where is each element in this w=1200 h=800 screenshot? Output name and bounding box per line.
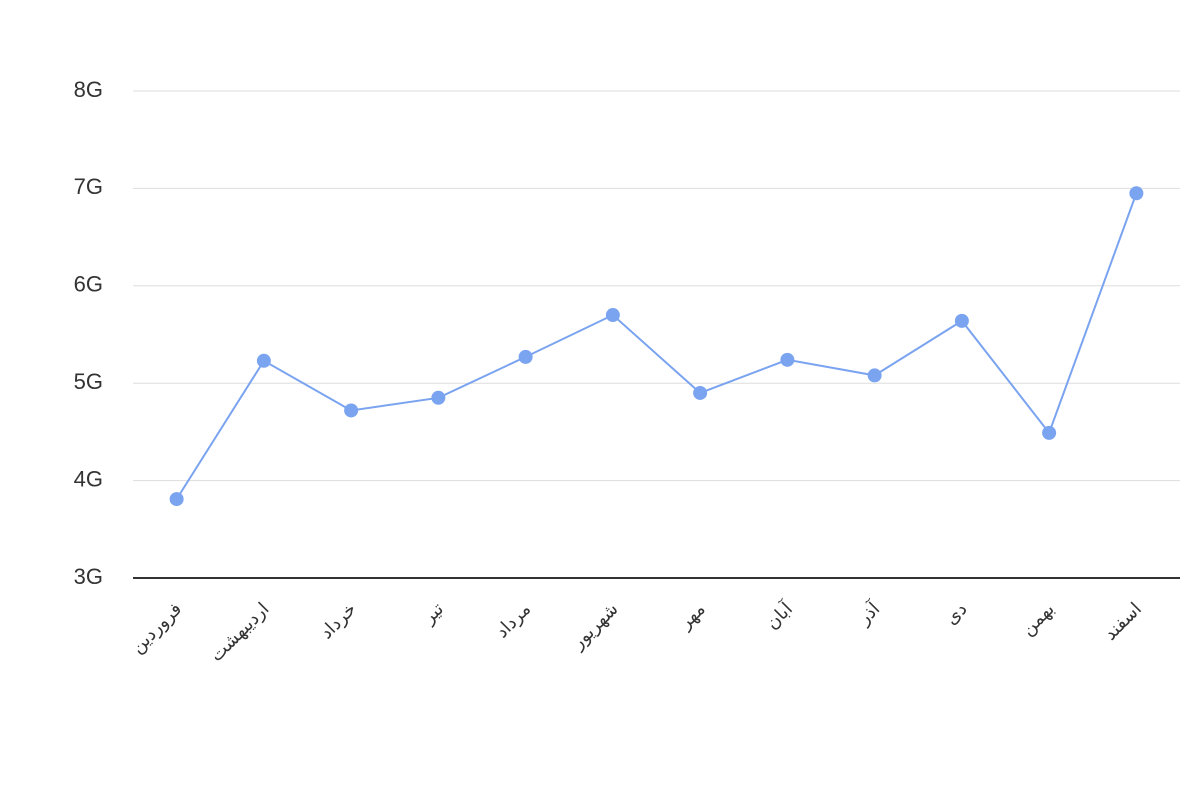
x-tick-label: فروردین bbox=[127, 599, 186, 658]
y-tick-label: 3G bbox=[74, 564, 103, 589]
point bbox=[780, 352, 795, 367]
x-tick-label: مرداد bbox=[492, 599, 536, 643]
x-tick-label: بهمن bbox=[1017, 599, 1058, 640]
point bbox=[605, 308, 620, 323]
point bbox=[867, 368, 882, 383]
y-tick-label: 8G bbox=[74, 77, 103, 102]
x-tick-label: آذر bbox=[852, 597, 885, 630]
x-tick-label: دی bbox=[941, 599, 971, 629]
point bbox=[256, 353, 271, 368]
point bbox=[1129, 186, 1144, 201]
point bbox=[431, 390, 446, 405]
point bbox=[518, 349, 533, 364]
y-tick-label: 6G bbox=[74, 272, 103, 297]
line bbox=[175, 192, 1138, 500]
point bbox=[954, 313, 969, 328]
point bbox=[169, 492, 184, 507]
x-tick-label: تیر bbox=[418, 599, 448, 629]
x-tick-label: شهریور bbox=[567, 599, 622, 654]
y-tick-label: 7G bbox=[74, 174, 103, 199]
point bbox=[344, 403, 359, 418]
x-tick-label: اسفند bbox=[1100, 599, 1146, 645]
point bbox=[1042, 425, 1057, 440]
x-tick-label: خرداد bbox=[316, 599, 361, 644]
x-tick-label: آبان bbox=[760, 597, 797, 634]
x-tick-label: اردیبهشت bbox=[206, 599, 273, 666]
y-tick-label: 5G bbox=[74, 369, 103, 394]
y-tick-label: 4G bbox=[74, 466, 103, 491]
x-tick-label: مهر bbox=[674, 599, 709, 634]
point bbox=[693, 385, 708, 400]
